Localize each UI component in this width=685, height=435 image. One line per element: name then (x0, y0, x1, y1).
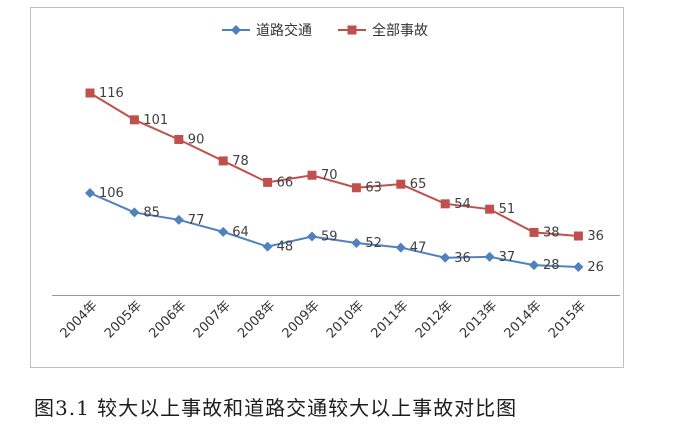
diamond-marker (231, 25, 241, 35)
square-marker (573, 231, 583, 241)
diamond-marker (262, 241, 273, 252)
data-label: 101 (143, 113, 168, 128)
plot-border (30, 7, 624, 368)
data-label: 54 (454, 197, 471, 212)
square-marker (396, 179, 406, 189)
x-axis-label: 2013年 (457, 298, 500, 341)
data-label: 106 (99, 186, 124, 201)
square-marker (263, 177, 273, 187)
chart-svg: 2004年 2005年 2006年 2007年 2008年 2009年 2010年 2011年… (30, 7, 624, 368)
diamond-marker (173, 214, 184, 225)
diamond-marker (484, 251, 495, 262)
figure-caption: 图3.1 较大以上事故和道路交通较大以上事故对比图 (34, 396, 518, 420)
legend-label: 道路交通 (256, 22, 312, 39)
square-marker (440, 199, 450, 209)
diamond-marker (529, 260, 539, 271)
data-label: 59 (321, 229, 338, 244)
x-axis-label: 2011年 (368, 298, 411, 341)
data-label: 63 (365, 181, 382, 196)
data-label: 90 (188, 132, 205, 147)
square-marker (351, 183, 361, 193)
series-line (89, 192, 579, 268)
x-axis-label: 2012年 (413, 298, 456, 341)
x-axis-label: 2009年 (280, 298, 323, 341)
data-label: 26 (587, 260, 604, 275)
x-axis-label: 2004年 (58, 298, 101, 341)
x-axis-label: 2008年 (235, 298, 278, 341)
square-marker (307, 170, 317, 180)
data-label: 116 (99, 86, 124, 101)
diamond-marker (218, 226, 229, 237)
x-axis-label: 2007年 (191, 298, 234, 341)
data-label: 47 (410, 241, 427, 256)
data-label: 36 (587, 229, 604, 244)
data-label: 70 (321, 168, 338, 183)
square-marker (129, 115, 139, 125)
data-label: 36 (454, 251, 471, 266)
data-label: 78 (232, 154, 249, 169)
square-marker (529, 227, 539, 237)
line-chart: 2004年 2005年 2006年 2007年 2008年 2009年 2010年 2011年… (30, 7, 624, 368)
diamond-marker (85, 188, 95, 198)
diamond-marker (573, 262, 584, 272)
square-marker (85, 88, 95, 98)
series-line (89, 92, 579, 237)
data-label: 48 (277, 240, 294, 255)
x-axis-label: 2015年 (546, 298, 589, 341)
data-label: 38 (543, 225, 560, 240)
square-marker (347, 25, 357, 35)
x-axis-label: 2014年 (502, 298, 545, 341)
legend-label: 全部事故 (372, 22, 428, 39)
diamond-marker (351, 237, 362, 248)
diamond-marker (395, 242, 406, 253)
data-label: 77 (188, 213, 205, 228)
data-label: 64 (232, 225, 249, 240)
data-label: 66 (277, 175, 294, 190)
data-label: 51 (499, 202, 516, 217)
diamond-marker (440, 252, 451, 263)
data-label: 37 (499, 250, 516, 265)
square-marker (174, 134, 184, 144)
data-label: 52 (365, 236, 382, 251)
x-axis-label: 2005年 (102, 298, 145, 341)
x-axis-label: 2010年 (324, 298, 367, 341)
square-marker (485, 204, 495, 214)
x-axis-label: 2006年 (146, 298, 189, 341)
diamond-marker (129, 207, 140, 218)
diamond-marker (307, 231, 317, 242)
data-label: 28 (543, 258, 560, 273)
data-label: 65 (410, 177, 427, 192)
square-marker (218, 156, 228, 166)
data-label: 85 (143, 205, 160, 220)
